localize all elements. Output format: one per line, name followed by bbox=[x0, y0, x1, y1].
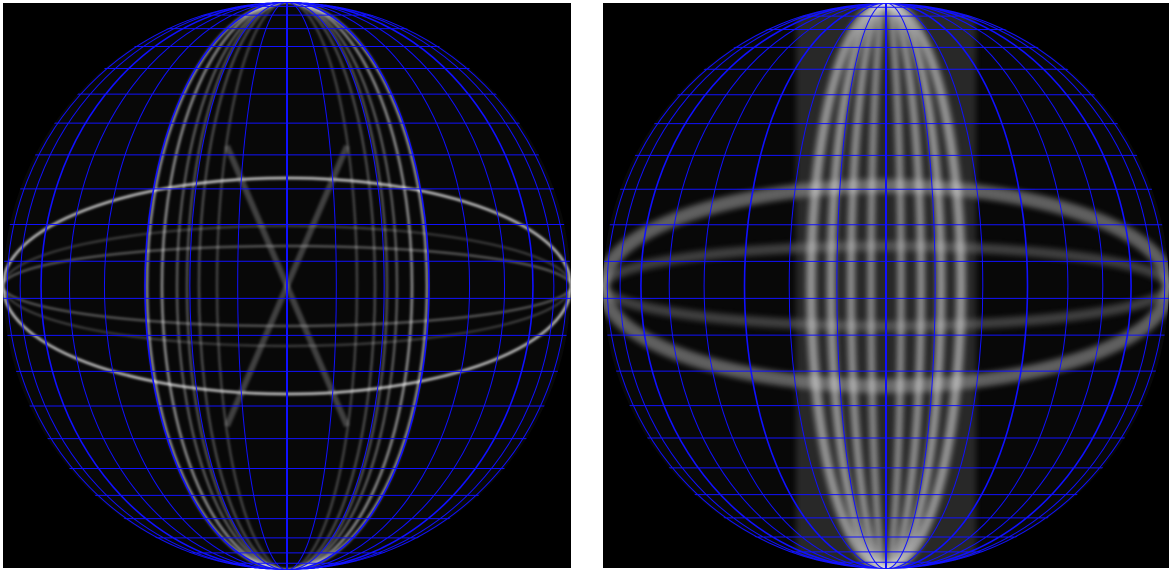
scene bbox=[0, 0, 1169, 570]
right-projection bbox=[603, 3, 1169, 569]
page: (() => { const ns = 'http://www.w3.org/2… bbox=[0, 0, 1169, 570]
left-projection bbox=[3, 2, 571, 570]
